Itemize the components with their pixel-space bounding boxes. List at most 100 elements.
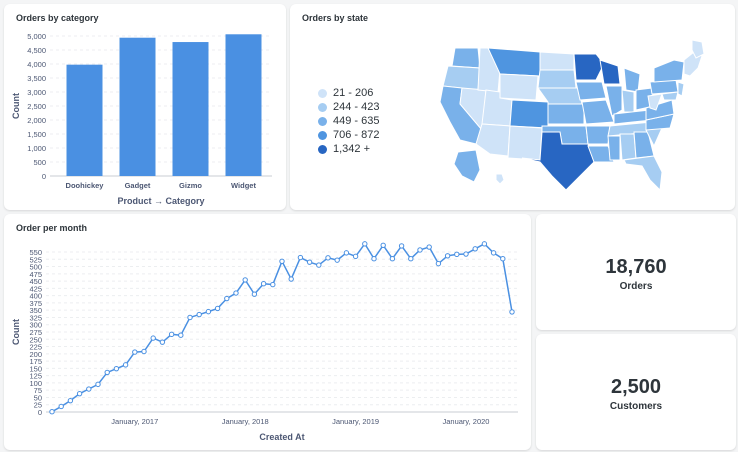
data-point[interactable] bbox=[242, 277, 248, 283]
data-point[interactable] bbox=[398, 243, 405, 249]
data-point[interactable] bbox=[334, 257, 340, 263]
data-point[interactable] bbox=[187, 314, 193, 321]
bar[interactable] bbox=[225, 34, 262, 177]
data-point[interactable] bbox=[297, 254, 304, 261]
state-id[interactable] bbox=[477, 47, 501, 93]
data-point[interactable] bbox=[86, 386, 92, 392]
legend-swatch bbox=[318, 116, 327, 126]
state-wa[interactable] bbox=[451, 47, 481, 69]
data-point[interactable] bbox=[159, 339, 166, 345]
state-md[interactable] bbox=[661, 91, 679, 101]
state-tx[interactable] bbox=[521, 131, 595, 191]
data-point[interactable] bbox=[76, 390, 83, 397]
data-point[interactable] bbox=[196, 311, 202, 318]
state-co[interactable] bbox=[509, 99, 549, 129]
data-point[interactable] bbox=[426, 244, 432, 250]
card-title[interactable]: Orders by state bbox=[302, 13, 369, 23]
data-point[interactable] bbox=[122, 362, 129, 368]
legend-item: 706 - 872 bbox=[318, 128, 379, 142]
bar[interactable] bbox=[172, 42, 209, 176]
state-ar[interactable] bbox=[585, 125, 611, 145]
data-point[interactable] bbox=[408, 255, 414, 262]
y-tick-label: 150 bbox=[29, 364, 42, 373]
state-ia[interactable] bbox=[575, 81, 607, 101]
state-sd[interactable] bbox=[537, 69, 577, 89]
state-ks[interactable] bbox=[547, 103, 585, 125]
data-point[interactable] bbox=[205, 308, 212, 315]
data-point[interactable] bbox=[270, 281, 276, 288]
bar[interactable] bbox=[66, 64, 103, 176]
state-nd[interactable] bbox=[539, 51, 575, 71]
legend-label: 1,342 + bbox=[333, 143, 371, 155]
state-ak[interactable] bbox=[453, 149, 481, 183]
y-tick-label: 225 bbox=[29, 343, 42, 352]
state-nj[interactable] bbox=[677, 81, 685, 97]
data-point[interactable] bbox=[463, 251, 469, 257]
data-point[interactable] bbox=[104, 369, 110, 376]
data-point[interactable] bbox=[178, 332, 184, 338]
data-point[interactable] bbox=[417, 247, 423, 253]
state-wv[interactable] bbox=[647, 93, 663, 111]
data-point[interactable] bbox=[251, 291, 258, 297]
data-point[interactable] bbox=[435, 260, 442, 267]
state-il[interactable] bbox=[605, 85, 623, 117]
data-point[interactable] bbox=[316, 262, 322, 268]
data-point[interactable] bbox=[95, 381, 101, 388]
data-point[interactable] bbox=[380, 242, 386, 249]
state-al[interactable] bbox=[619, 133, 637, 161]
state-az[interactable] bbox=[475, 123, 511, 157]
data-point[interactable] bbox=[490, 250, 497, 256]
data-point[interactable] bbox=[224, 295, 230, 302]
data-point[interactable] bbox=[233, 290, 239, 296]
map-legend: 21 - 206 244 - 423 449 - 635 706 - 872 1,342… bbox=[318, 86, 379, 156]
data-point[interactable] bbox=[325, 255, 331, 261]
state-mn[interactable] bbox=[573, 53, 605, 81]
data-point[interactable] bbox=[150, 335, 156, 341]
data-point[interactable] bbox=[132, 349, 138, 355]
state-fl[interactable] bbox=[623, 155, 663, 192]
orders-scalar-card[interactable]: 18,760 Orders bbox=[536, 214, 736, 330]
data-point[interactable] bbox=[67, 397, 74, 404]
state-ms[interactable] bbox=[607, 135, 621, 161]
data-point[interactable] bbox=[58, 403, 64, 410]
data-point[interactable] bbox=[362, 241, 368, 247]
data-point[interactable] bbox=[141, 348, 147, 355]
data-point[interactable] bbox=[168, 331, 175, 338]
y-tick-label: 100 bbox=[29, 379, 42, 388]
y-tick-label: 375 bbox=[29, 299, 42, 308]
data-point[interactable] bbox=[352, 253, 359, 260]
data-point[interactable] bbox=[371, 255, 377, 262]
data-point[interactable] bbox=[260, 281, 267, 287]
state-mi[interactable] bbox=[623, 67, 641, 93]
bar[interactable] bbox=[119, 37, 156, 176]
data-point[interactable] bbox=[389, 255, 396, 262]
data-point[interactable] bbox=[306, 259, 313, 265]
data-point[interactable] bbox=[214, 305, 221, 312]
state-nm[interactable] bbox=[507, 125, 543, 161]
legend-swatch bbox=[318, 88, 327, 98]
card-title[interactable]: Order per month bbox=[16, 223, 88, 233]
card-title[interactable]: Orders by category bbox=[16, 13, 99, 23]
y-tick-label: 275 bbox=[29, 328, 42, 337]
data-point[interactable] bbox=[481, 241, 488, 247]
data-point[interactable] bbox=[444, 253, 451, 259]
data-point[interactable] bbox=[500, 255, 506, 262]
state-me[interactable] bbox=[691, 39, 705, 59]
data-point[interactable] bbox=[509, 309, 515, 315]
state-in[interactable] bbox=[621, 89, 635, 113]
state-wy[interactable] bbox=[499, 73, 539, 101]
customers-scalar-card[interactable]: 2,500 Customers bbox=[536, 334, 736, 450]
data-point[interactable] bbox=[279, 258, 285, 265]
state-wi[interactable] bbox=[599, 59, 621, 85]
data-point[interactable] bbox=[454, 251, 460, 258]
data-point[interactable] bbox=[288, 276, 294, 282]
y-tick-label: 0 bbox=[42, 172, 46, 181]
state-ny[interactable] bbox=[653, 59, 685, 83]
state-va[interactable] bbox=[645, 99, 675, 121]
data-point[interactable] bbox=[49, 409, 55, 415]
state-hi[interactable] bbox=[495, 173, 505, 185]
data-point[interactable] bbox=[343, 250, 350, 256]
data-point[interactable] bbox=[113, 365, 120, 372]
state-la[interactable] bbox=[587, 145, 615, 163]
data-point[interactable] bbox=[472, 246, 478, 252]
